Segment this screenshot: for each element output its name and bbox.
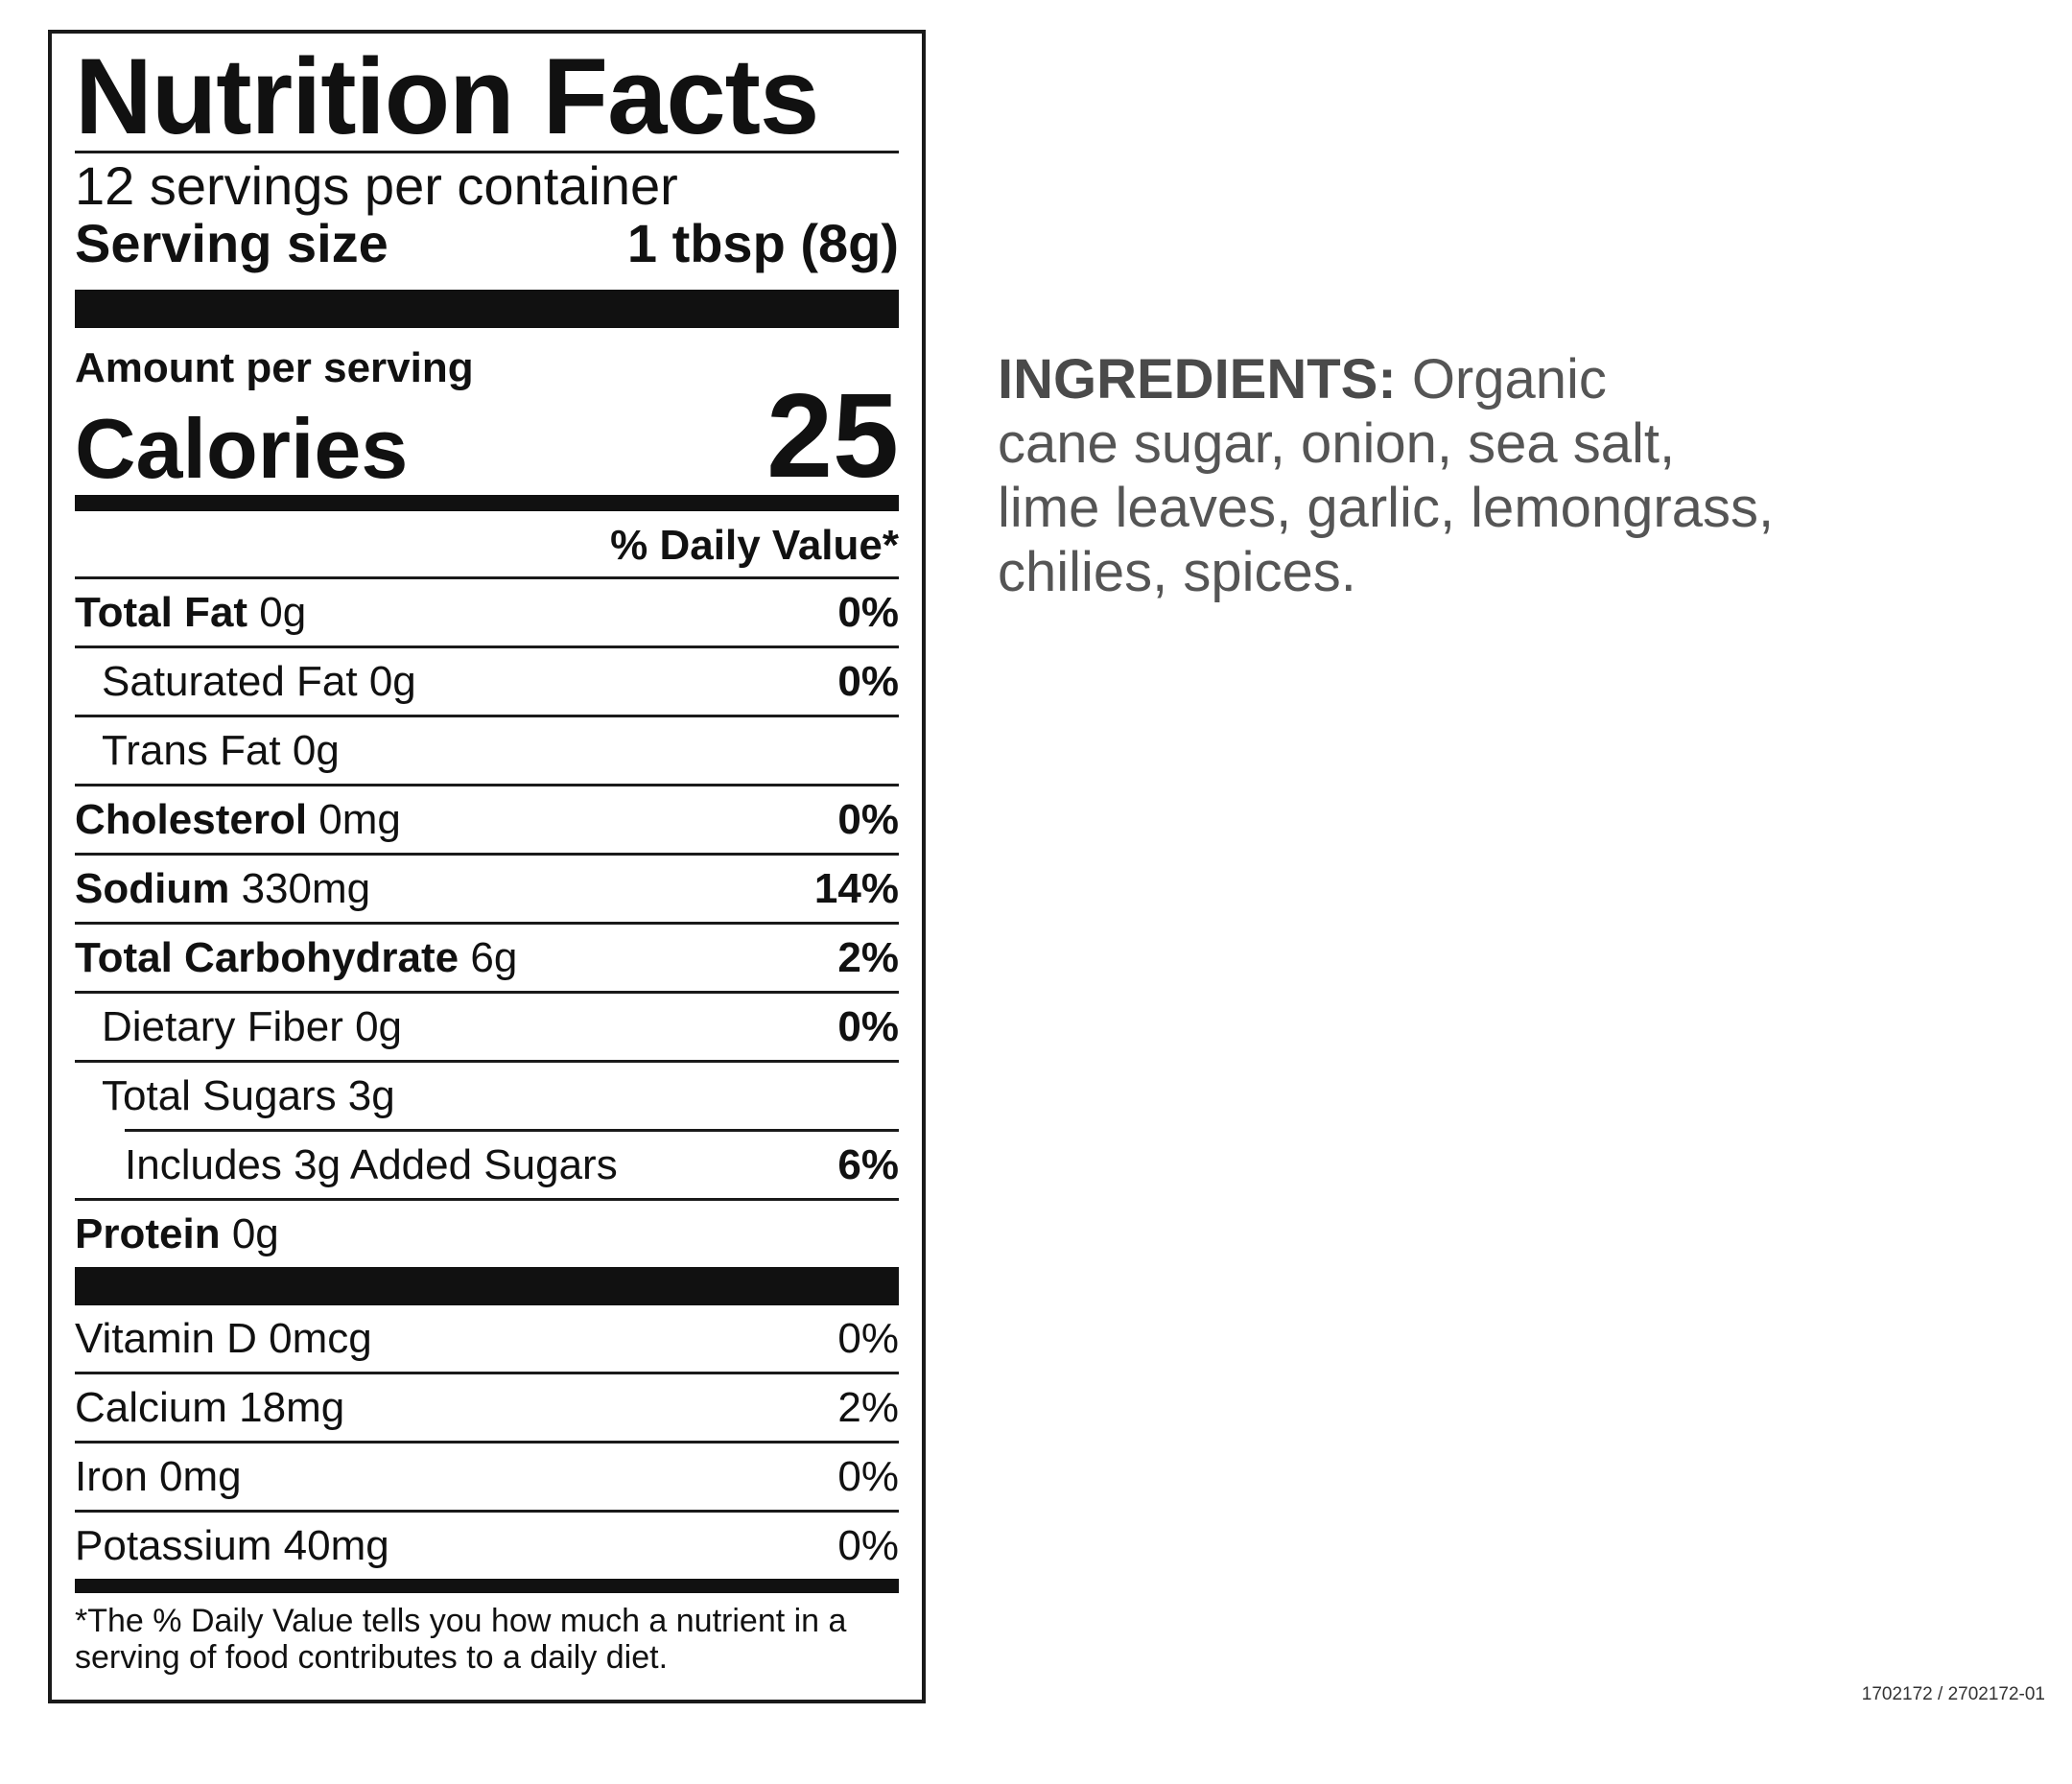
vitamin-dv: 0% [837, 1452, 899, 1500]
vitamin-row-potassium: Potassium 40mg 0% [75, 1513, 899, 1579]
vitamin-row-vitamin-d: Vitamin D 0mcg 0% [75, 1305, 899, 1374]
nutrient-row-cholesterol: Cholesterol 0mg 0% [75, 784, 899, 853]
title-divider [75, 151, 899, 153]
nutrient-name: Dietary Fiber 0g [102, 1002, 403, 1050]
footer-divider-bar [75, 1579, 899, 1593]
nutrient-row-trans-fat: Trans Fat 0g [75, 715, 899, 784]
nutrient-dv: 14% [813, 864, 899, 912]
amount-per-serving: Amount per serving [75, 344, 474, 391]
nutrient-row-saturated-fat: Saturated Fat 0g 0% [75, 646, 899, 715]
vitamin-name: Calcium 18mg [75, 1383, 345, 1431]
vitamin-dv: 0% [837, 1314, 899, 1362]
ingredients-block: INGREDIENTS: Organic cane sugar, onion, … [998, 347, 1861, 604]
ingredients-text: Organic [1411, 348, 1607, 411]
nutrient-name: Saturated Fat 0g [102, 657, 416, 705]
product-code: 1702172 / 2702172-01 [1861, 1684, 2045, 1704]
nutrient-name: Total Carbohydrate [75, 933, 459, 981]
nutrient-amount: 0mg [318, 795, 401, 843]
nutrient-row-total-sugars: Total Sugars 3g [75, 1060, 899, 1129]
nutrient-row-added-sugars: Includes 3g Added Sugars 6% [125, 1129, 899, 1198]
nutrient-dv: 6% [837, 1140, 899, 1188]
vitamin-name: Iron 0mg [75, 1452, 242, 1500]
vitamin-name: Vitamin D 0mcg [75, 1314, 372, 1362]
nutrient-row-total-carbohydrate: Total Carbohydrate 6g 2% [75, 922, 899, 991]
vitamin-row-calcium: Calcium 18mg 2% [75, 1374, 899, 1444]
vitamin-dv: 2% [837, 1383, 899, 1431]
ingredients-line-3: lime leaves, garlic, lemongrass, [998, 477, 1775, 539]
nutrient-dv: 0% [837, 795, 899, 843]
nutrient-row-dietary-fiber: Dietary Fiber 0g 0% [75, 991, 899, 1060]
nutrition-facts-label: Nutrition Facts 12 servings per containe… [48, 30, 926, 1703]
nutrient-dv: 2% [837, 933, 899, 981]
nutrient-amount: 330mg [241, 864, 371, 912]
daily-value-header: % Daily Value* [610, 522, 899, 569]
nutrient-name: Trans Fat 0g [102, 726, 340, 774]
ingredients-heading: INGREDIENTS: [998, 348, 1397, 411]
servings-per-container: 12 servings per container [75, 155, 678, 216]
nutrient-amount: 0g [231, 1209, 279, 1257]
nutrient-name: Total Sugars 3g [102, 1071, 395, 1119]
nutrient-amount: 0g [259, 588, 307, 636]
calories-value: 25 [766, 370, 899, 504]
calories-row: Calories 25 [75, 370, 899, 504]
serving-size-label: Serving size [75, 213, 388, 273]
nutrient-dv: 0% [837, 588, 899, 636]
nutrient-name: Sodium [75, 864, 230, 912]
nutrient-row-sodium: Sodium 330mg 14% [75, 853, 899, 922]
vitamin-dv: 0% [837, 1521, 899, 1569]
daily-value-footnote: *The % Daily Value tells you how much a … [75, 1603, 847, 1676]
nutrient-name: Cholesterol [75, 795, 308, 843]
nutrient-dv: 0% [837, 1002, 899, 1050]
serving-divider-bar [75, 290, 899, 328]
serving-size-value: 1 tbsp (8g) [626, 213, 899, 273]
ingredients-line-2: cane sugar, onion, sea salt, [998, 412, 1676, 475]
nutrient-name: Total Fat [75, 588, 248, 636]
ingredients-line-4: chilies, spices. [998, 541, 1356, 603]
nutrient-name: Protein [75, 1209, 221, 1257]
vitamin-row-iron: Iron 0mg 0% [75, 1444, 899, 1513]
nutrient-row-protein: Protein 0g [75, 1198, 899, 1267]
label-title: Nutrition Facts [75, 36, 819, 156]
vitamin-name: Potassium 40mg [75, 1521, 389, 1569]
protein-divider-bar [75, 1267, 899, 1305]
nutrient-dv: 0% [837, 657, 899, 705]
nutrient-amount: 6g [470, 933, 518, 981]
nutrient-row-total-fat: Total Fat 0g 0% [75, 576, 899, 646]
ingredients-line-1: INGREDIENTS: Organic [998, 347, 1861, 411]
serving-size-row: Serving size 1 tbsp (8g) [75, 217, 899, 280]
nutrient-name: Includes 3g Added Sugars [125, 1140, 618, 1188]
calories-label: Calories [75, 401, 409, 496]
calories-divider-bar [75, 495, 899, 511]
